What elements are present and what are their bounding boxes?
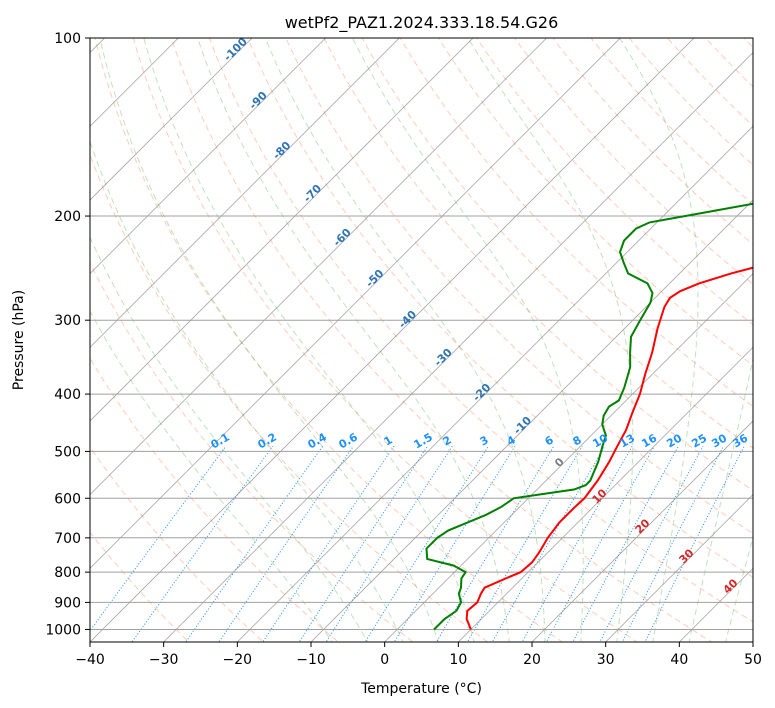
isotherm-line — [605, 494, 753, 642]
dry-adiabat-line — [94, 38, 564, 642]
y-tick-label: 800 — [54, 565, 81, 581]
mixing-ratio-line — [393, 445, 516, 642]
moist-adiabat-line — [99, 38, 440, 642]
isotherm-line — [90, 38, 474, 422]
y-tick-label: 700 — [54, 531, 81, 547]
y-tick-label: 900 — [54, 595, 81, 611]
isotherm-line — [531, 420, 753, 642]
isotherm-line — [384, 273, 753, 642]
x-tick-label: −30 — [149, 652, 179, 668]
moist-adiabat-line — [725, 535, 753, 642]
moist-adiabat-line — [143, 38, 475, 642]
mixing-ratio-line — [572, 445, 679, 642]
mixing-ratio-line — [466, 445, 583, 642]
isotherm-line — [90, 38, 695, 642]
dewpoint-profile-line — [425, 202, 753, 631]
mixing-ratio-line — [262, 445, 395, 642]
x-tick-label: 50 — [744, 652, 762, 668]
moist-adiabat-line — [90, 235, 369, 642]
temperature-profile-line — [465, 266, 753, 630]
isotherm-line — [163, 52, 753, 642]
x-tick-label: 10 — [449, 652, 467, 668]
x-tick-label: −40 — [75, 652, 105, 668]
moist-adiabat-line — [351, 38, 584, 642]
dry-adiabat-line — [285, 38, 753, 535]
dry-adiabat-line — [514, 38, 753, 285]
dry-adiabat-line — [247, 38, 753, 578]
dry-adiabat-line — [208, 38, 753, 623]
dry-adiabat-line — [552, 38, 753, 245]
dry-adiabat-line — [90, 261, 414, 642]
moist-adiabat-line — [264, 38, 546, 642]
x-tick-label: −20 — [223, 652, 253, 668]
isotherm-line — [310, 199, 753, 642]
isotherm-line — [90, 38, 621, 569]
dry-adiabat-line — [323, 38, 753, 492]
chart-title: wetPf2_PAZ1.2024.333.18.54.G26 — [285, 13, 559, 33]
dry-adiabat-line — [90, 531, 190, 642]
isotherm-line — [457, 346, 753, 642]
dry-adiabat-line — [590, 38, 753, 206]
x-tick-label: −10 — [296, 652, 326, 668]
dry-adiabat-line — [170, 38, 713, 642]
moist-adiabat-line — [90, 310, 333, 642]
y-tick-label: 300 — [54, 313, 81, 329]
moist-adiabat-line — [197, 38, 510, 642]
isotherm-line — [90, 38, 400, 348]
y-tick-label: 200 — [54, 209, 81, 225]
x-axis-label: Temperature (°C) — [360, 681, 482, 697]
y-tick-label: 100 — [54, 31, 81, 47]
mixing-ratio-line — [491, 445, 606, 642]
y-tick-label: 500 — [54, 444, 81, 460]
plot-frame — [89, 37, 754, 643]
y-tick-label: 400 — [54, 387, 81, 403]
isotherm-line — [236, 125, 753, 642]
isotherm-line — [90, 38, 253, 201]
y-tick-label: 600 — [54, 491, 81, 507]
moist-adiabat-line — [619, 38, 699, 642]
x-tick-label: 20 — [523, 652, 541, 668]
moist-adiabat-line — [688, 356, 753, 642]
dry-adiabat-line — [399, 38, 753, 408]
dry-adiabat-line — [132, 38, 638, 642]
x-tick-label: 30 — [597, 652, 615, 668]
dry-adiabat-line — [90, 357, 340, 642]
y-tick-label: 1000 — [45, 622, 81, 638]
isotherm-line — [90, 38, 548, 496]
moist-adiabat-line — [467, 38, 634, 642]
dry-adiabat-line — [361, 38, 753, 449]
x-tick-label: 0 — [380, 652, 389, 668]
mixing-ratio-line — [325, 445, 453, 642]
mixing-ratio-line — [435, 445, 555, 642]
y-axis-label: Pressure (hPa) — [11, 290, 27, 390]
mixing-ratio-line — [218, 445, 354, 642]
mixing-ratio-line — [298, 445, 429, 642]
moist-adiabat-line — [90, 139, 404, 642]
x-tick-label: 40 — [670, 652, 688, 668]
isotherm-line — [90, 38, 327, 275]
